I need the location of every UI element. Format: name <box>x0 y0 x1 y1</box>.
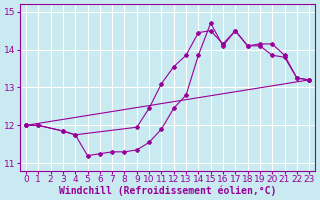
X-axis label: Windchill (Refroidissement éolien,°C): Windchill (Refroidissement éolien,°C) <box>59 185 276 196</box>
